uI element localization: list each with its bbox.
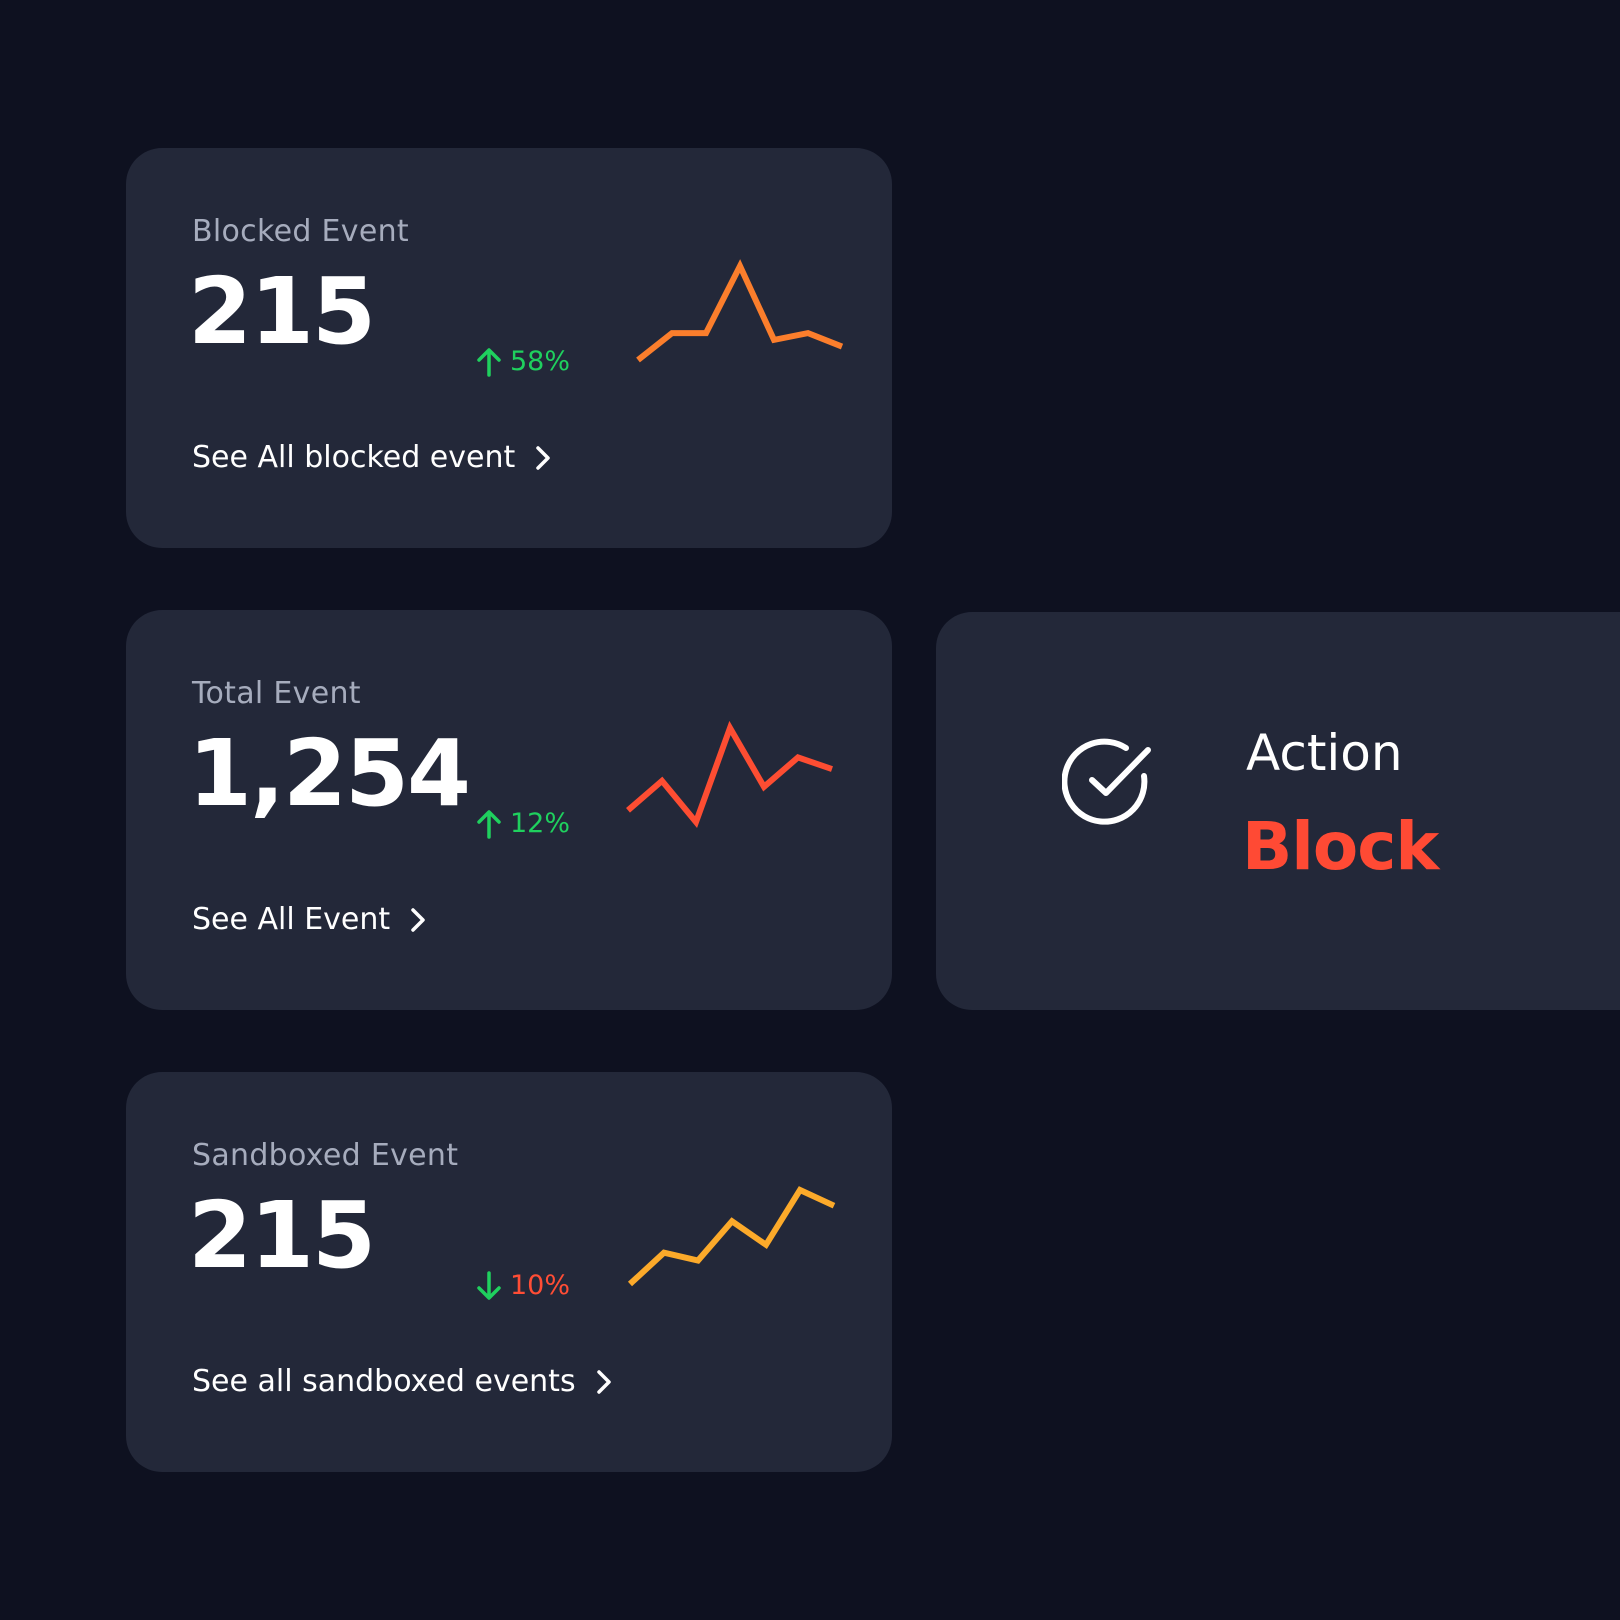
blocked-event-label: Blocked Event [192, 214, 409, 249]
see-all-events-label: See All Event [192, 902, 391, 937]
sandboxed-event-change-value: 10% [510, 1270, 571, 1301]
see-all-blocked-link[interactable]: See All blocked event [192, 440, 551, 475]
see-all-sandboxed-label: See all sandboxed events [192, 1364, 576, 1399]
sandboxed-event-card: Sandboxed Event 215 10% See all sandboxe… [126, 1072, 892, 1472]
arrow-up-icon [477, 809, 501, 839]
arrow-up-icon [477, 347, 501, 377]
see-all-blocked-label: See All blocked event [192, 440, 516, 475]
sandboxed-sparkline-line [627, 1186, 836, 1287]
see-all-events-link[interactable]: See All Event [192, 902, 426, 937]
see-all-sandboxed-link[interactable]: See all sandboxed events [192, 1364, 612, 1399]
action-label: Action [1246, 724, 1403, 782]
total-event-sparkline [626, 720, 833, 828]
chevron-right-icon [536, 445, 550, 470]
action-card: Action Block [936, 612, 1620, 1010]
blocked-event-change-value: 58% [510, 346, 571, 377]
chevron-right-icon [411, 907, 425, 932]
total-sparkline-line [626, 720, 833, 828]
sandboxed-event-change: 10% [476, 1270, 570, 1301]
blocked-event-change: 58% [476, 346, 570, 377]
total-event-label: Total Event [192, 676, 361, 711]
arrow-down-icon [477, 1270, 501, 1300]
total-event-count: 1,254 [188, 720, 471, 827]
blocked-event-sparkline [636, 259, 844, 363]
blocked-event-card: Blocked Event 215 58% See All blocked ev… [126, 148, 892, 548]
blocked-event-count: 215 [188, 258, 376, 365]
blocked-sparkline-line [636, 259, 844, 363]
sandboxed-event-label: Sandboxed Event [192, 1138, 459, 1173]
total-event-change: 12% [476, 808, 570, 839]
chevron-right-icon [596, 1369, 611, 1394]
check-circle-icon [1062, 738, 1151, 825]
sandboxed-event-count: 215 [188, 1182, 376, 1289]
total-event-card: Total Event 1,254 12% See All Event [126, 610, 892, 1010]
total-event-change-value: 12% [510, 808, 571, 839]
sandboxed-event-sparkline [627, 1186, 836, 1287]
action-value: Block [1242, 808, 1439, 885]
